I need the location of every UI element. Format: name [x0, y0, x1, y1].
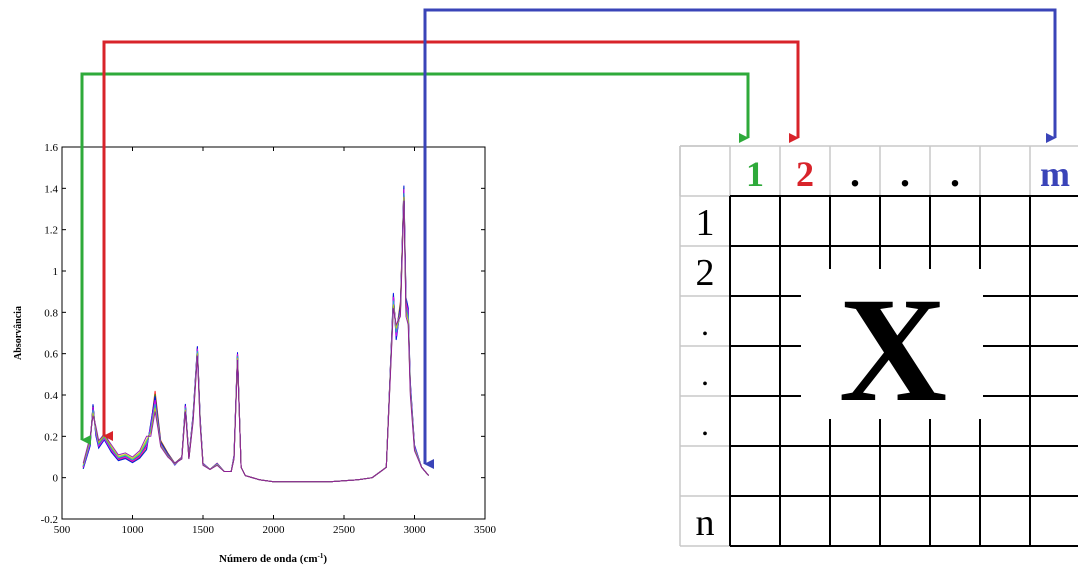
matrix-column-label: .: [900, 150, 910, 195]
matrix-column-label: 2: [796, 154, 814, 194]
x-tick-label: 1500: [192, 524, 215, 536]
arrow-green-column-1: [80, 72, 750, 445]
matrix-column-label: m: [1040, 154, 1070, 194]
matrix-row-label: .: [701, 356, 709, 392]
x-tick-label: 3500: [474, 524, 497, 536]
x-tick-label: 500: [54, 524, 71, 536]
matrix-row-label: n: [696, 502, 715, 544]
matrix-column-label: 1: [746, 154, 764, 194]
y-tick-label: 0.8: [44, 307, 58, 319]
connector-arrows: [80, 8, 1057, 469]
y-tick-label: 0.2: [44, 431, 58, 443]
arrow-red-column-2: [102, 40, 800, 441]
matrix-row-labels: 1 2... n: [696, 202, 715, 544]
x-tick-label: 3000: [404, 524, 427, 536]
x-axis-label: Número de onda (cm-1): [219, 552, 327, 565]
matrix-row-label: .: [701, 406, 709, 442]
matrix-column-label: .: [850, 150, 860, 195]
matrix-row-label: .: [701, 306, 709, 342]
y-tick-label: -0.2: [41, 514, 58, 526]
matrix-row-label: 2: [696, 252, 715, 294]
y-tick-label: 0.6: [44, 349, 58, 361]
y-tick-label: 1.6: [44, 142, 58, 154]
y-axis-label: Absorvância: [13, 306, 24, 360]
arrow-blue-column-m: [423, 8, 1057, 469]
matrix-row-label: 1: [696, 202, 715, 244]
matrix-center-label: X: [839, 267, 947, 433]
y-tick-label: 0.4: [44, 390, 58, 402]
x-tick-label: 2500: [333, 524, 356, 536]
plot-frame: [61, 146, 486, 520]
y-tick-label: 1: [53, 266, 59, 278]
y-axis-ticks: -0.2 0 0.2 0.4 0.6 0.8 1 1.2 1.4 1.6: [41, 142, 485, 526]
y-tick-label: 1.2: [44, 225, 58, 237]
x-tick-label: 1000: [122, 524, 145, 536]
y-tick-label: 1.4: [44, 183, 58, 195]
x-axis-ticks: 500 1000 1500 2000 2500 3000 3500: [54, 147, 497, 536]
x-tick-label: 2000: [263, 524, 286, 536]
matrix-column-label: .: [950, 150, 960, 195]
y-tick-label: 0: [53, 473, 59, 485]
